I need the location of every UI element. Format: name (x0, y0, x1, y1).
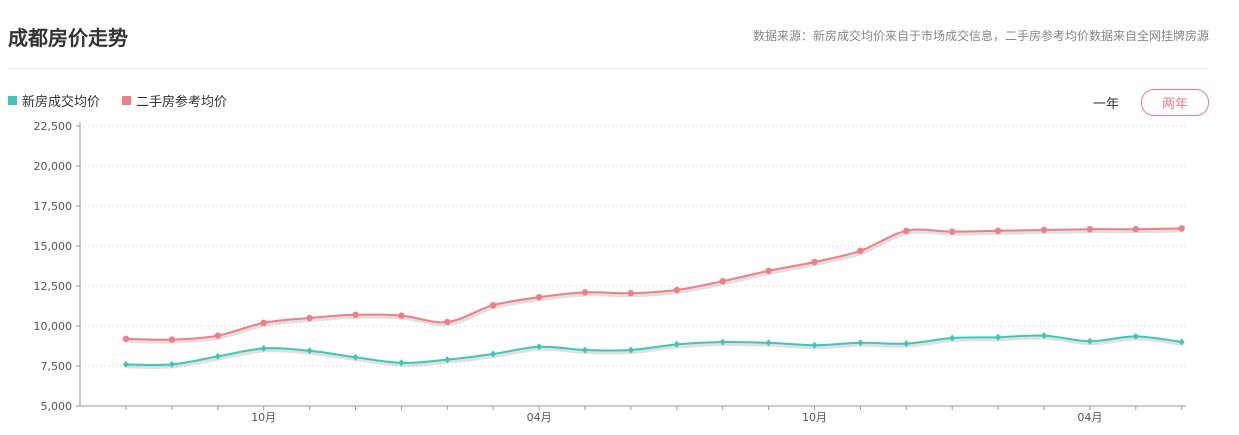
data-point-second-hand (214, 332, 221, 339)
data-point-second-hand (1040, 226, 1048, 234)
data-point-second-hand (857, 247, 864, 254)
series-shadow-second-hand (126, 228, 1183, 344)
legend-item-second-hand[interactable]: 二手房参考均价 (122, 91, 227, 110)
data-point-second-hand (490, 302, 497, 309)
data-point-second-hand (535, 294, 543, 301)
range-one-year-button[interactable]: 一年 (1092, 97, 1119, 112)
data-point-new-home (719, 338, 726, 346)
chart-legend: 新房成交均价 二手房参考均价 (8, 91, 227, 110)
data-point-second-hand (306, 314, 313, 322)
data-point-new-home (995, 333, 1002, 341)
data-point-second-hand (949, 228, 956, 235)
data-point-new-home (398, 359, 405, 367)
data-point-new-home (857, 339, 864, 347)
x-tick-label: 10月 (251, 411, 276, 424)
data-point-second-hand (1086, 226, 1094, 233)
series-shadow-new-home (126, 335, 1183, 369)
data-point-new-home (306, 347, 313, 355)
data-point-new-home (260, 344, 267, 352)
data-point-new-home (765, 339, 772, 347)
data-point-second-hand (352, 311, 359, 318)
data-point-second-hand (903, 227, 910, 234)
data-point-new-home (673, 340, 680, 348)
data-point-second-hand (1132, 226, 1140, 233)
y-tick-label: 7,500 (41, 360, 73, 373)
data-point-second-hand (627, 290, 635, 297)
data-point-second-hand (994, 227, 1002, 234)
y-tick-label: 5,000 (41, 400, 73, 413)
x-tick-label: 04月 (1077, 411, 1102, 424)
data-point-second-hand (168, 336, 176, 343)
legend-swatch-new-home (8, 96, 17, 105)
y-tick-label: 20,000 (34, 160, 73, 173)
data-source-note: 数据来源：新房成交均价来自于市场成交信息，二手房参考均价数据来自全网挂牌房源 (752, 29, 1209, 43)
range-two-year-button[interactable]: 两年 (1140, 89, 1209, 116)
data-point-second-hand (765, 267, 772, 274)
data-point-second-hand (581, 289, 589, 296)
series-line-new-home (125, 334, 1182, 366)
data-point-new-home (1041, 332, 1047, 340)
data-point-new-home (1132, 332, 1139, 340)
data-point-new-home (949, 334, 956, 342)
y-tick-label: 12,500 (34, 280, 73, 293)
data-point-second-hand (260, 319, 267, 326)
series-line-second-hand (125, 227, 1182, 341)
data-point-second-hand (444, 318, 451, 326)
data-point-new-home (352, 353, 359, 361)
data-point-new-home (1086, 337, 1093, 345)
chart-axes: 5,000 7,500 10,000 12,500 15,000 17,500 20,000… (34, 120, 1186, 424)
data-point-second-hand (673, 286, 680, 294)
data-point-new-home (123, 360, 129, 368)
legend-label-new-home: 新房成交均价 (22, 95, 101, 110)
y-tick-label: 22,500 (34, 120, 73, 133)
data-point-new-home (1178, 338, 1185, 346)
y-tick-label: 10,000 (34, 320, 73, 333)
legend-item-new-home[interactable]: 新房成交均价 (8, 91, 100, 110)
data-point-new-home (536, 343, 543, 351)
x-tick-label: 04月 (527, 411, 552, 424)
y-tick-label: 15,000 (34, 240, 73, 253)
data-point-new-home (903, 340, 910, 348)
chart-series (122, 225, 1185, 369)
data-point-second-hand (1178, 225, 1185, 232)
header-divider (8, 68, 1209, 69)
y-tick-label: 17,500 (34, 200, 73, 213)
data-point-second-hand (811, 258, 818, 266)
data-point-second-hand (719, 278, 726, 285)
data-point-new-home (627, 346, 634, 354)
page-title: 成都房价走势 (8, 26, 128, 50)
data-point-second-hand (398, 312, 405, 319)
x-tick-label: 10月 (802, 411, 827, 424)
data-point-new-home (444, 356, 451, 364)
legend-swatch-second-hand (122, 96, 132, 105)
data-point-second-hand (122, 335, 130, 342)
chart-gridlines (80, 125, 1186, 367)
data-point-new-home (582, 346, 588, 354)
range-toggle: 一年 两年 (1093, 89, 1209, 116)
data-point-new-home (811, 341, 818, 349)
data-point-new-home (490, 350, 497, 358)
data-point-new-home (214, 352, 221, 360)
legend-label-second-hand: 二手房参考均价 (136, 95, 228, 110)
data-point-new-home (168, 360, 175, 368)
